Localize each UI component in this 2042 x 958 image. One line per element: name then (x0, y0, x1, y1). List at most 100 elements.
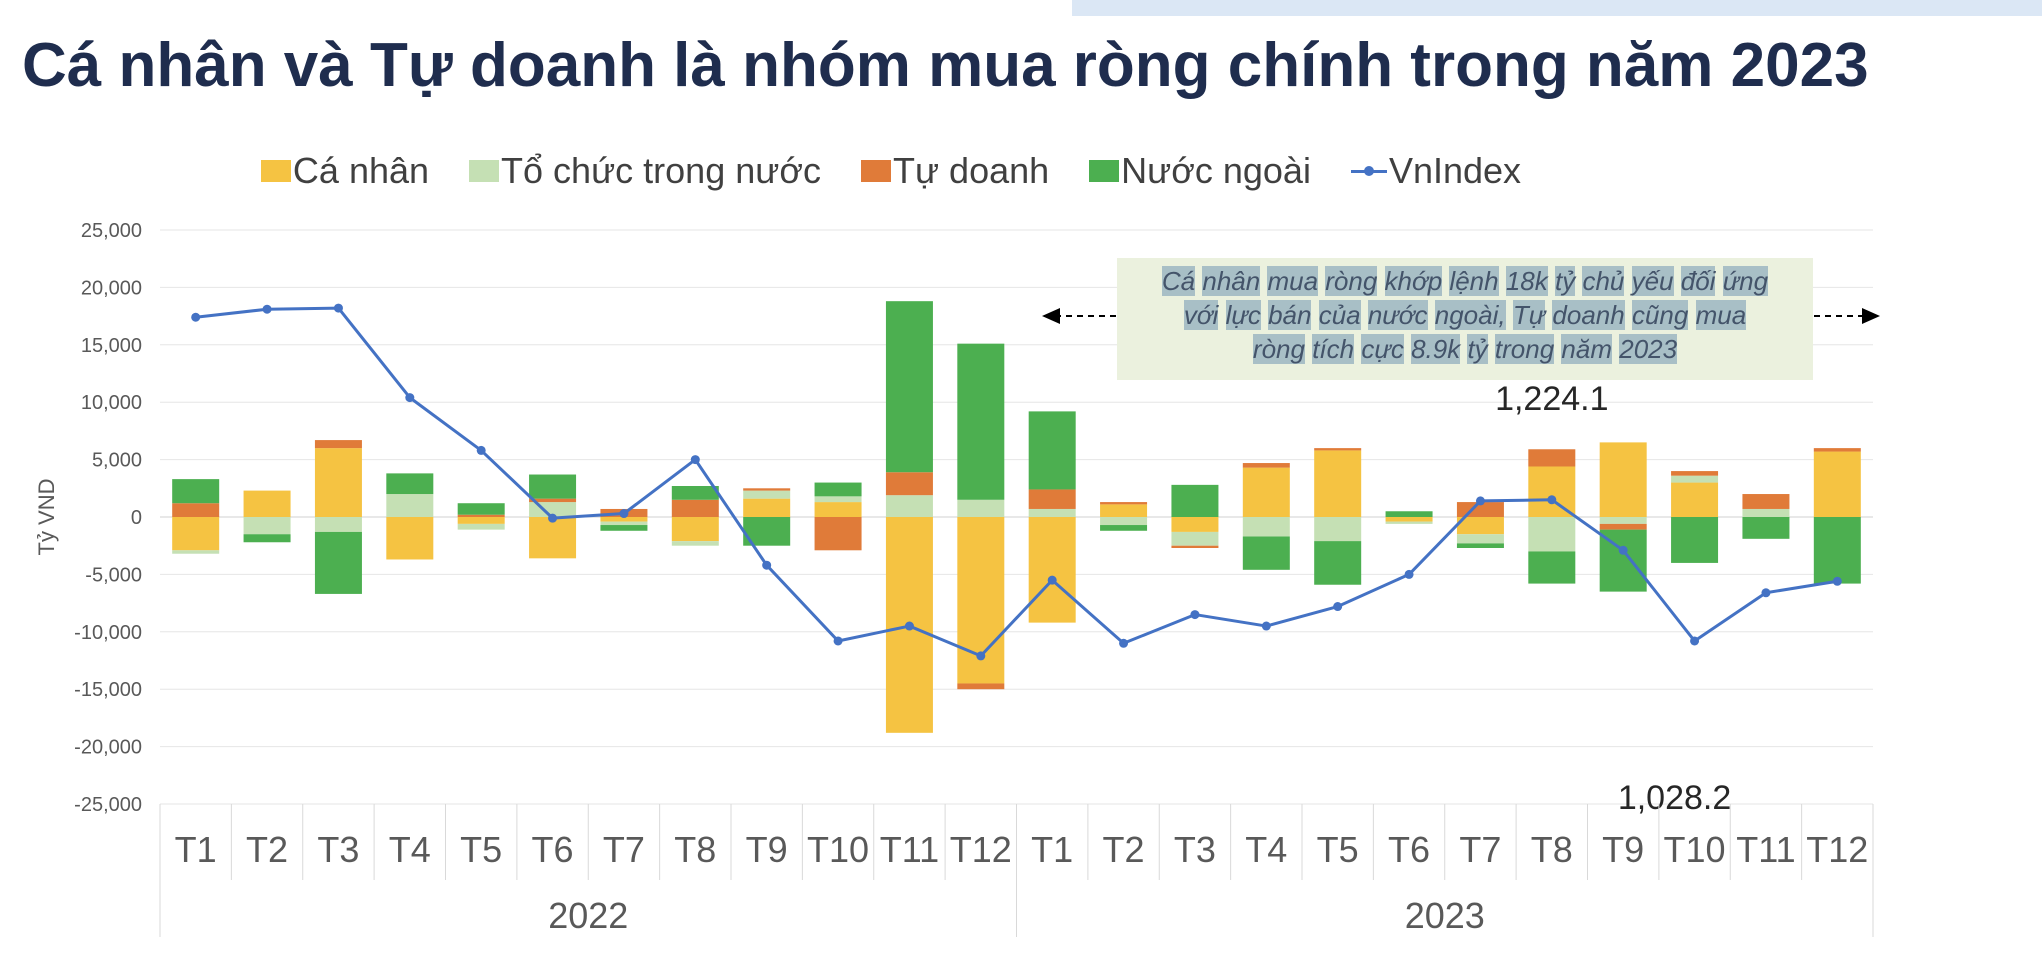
bar-segment (529, 498, 577, 503)
callout-word: nước (1367, 300, 1428, 330)
bar-segment (386, 517, 434, 560)
x-tick-label: T12 (950, 829, 1012, 870)
bar-segment (1314, 541, 1362, 585)
top-decorative-strip (1072, 0, 2042, 16)
legend-label: Nước ngoài (1121, 150, 1311, 191)
bar-segment (1599, 442, 1647, 517)
y-tick-label: 0 (131, 507, 142, 529)
bar-segment (1528, 466, 1576, 517)
vnindex-point (1832, 576, 1842, 586)
vnindex-point (405, 393, 415, 403)
x-tick-label: T1 (1031, 829, 1073, 870)
bar-segment (1385, 511, 1433, 517)
legend-label: Tổ chức trong nước (501, 150, 821, 191)
bar-segment (1314, 450, 1362, 517)
legend-swatch-vnindex (1350, 160, 1387, 182)
vnindex-line (195, 306, 1838, 658)
vnindex-point (1190, 610, 1200, 620)
callout-word: cực (1361, 334, 1404, 364)
legend-swatch-to-chuc-trong-nuoc (469, 160, 500, 182)
bar-segment (814, 496, 862, 503)
bar-segment (1314, 517, 1362, 542)
bar-segment (957, 343, 1005, 500)
y-tick-label: -25,000 (74, 794, 142, 816)
x-tick-label: T2 (1103, 829, 1145, 870)
callout-word: Tự (1512, 300, 1546, 330)
vnindex-point (619, 509, 629, 519)
bar-segment (1671, 475, 1719, 483)
callout-word: ngoài, (1434, 300, 1506, 330)
bar-segment (1813, 451, 1861, 517)
x-tick-label: T3 (317, 829, 359, 870)
x-tick-label: T4 (1245, 829, 1287, 870)
bar-segment (1813, 448, 1861, 452)
callout-word: tỷ (1554, 266, 1576, 296)
y-tick-label: 15,000 (81, 335, 142, 357)
x-tick-label: T11 (1736, 829, 1795, 870)
bar-segment (1671, 517, 1719, 563)
bar-segment (1028, 517, 1076, 623)
callout-line: với lực bán của nước ngoài, Tự doanh cũn… (1127, 298, 1803, 332)
callout-word: lực (1225, 300, 1261, 330)
x-tick-label: T5 (460, 829, 502, 870)
callout-line: ròng tích cực 8.9k tỷ trong năm 2023 (1127, 332, 1803, 366)
bar-segment (172, 479, 220, 504)
callout-word: mua (1267, 266, 1319, 296)
bar-segment (1028, 508, 1076, 517)
bar-segment (457, 523, 505, 530)
legend-swatch-tu-doanh (860, 160, 891, 182)
callout-word: mua (1695, 300, 1747, 330)
bar-segment (671, 541, 719, 546)
bar-segment (1171, 517, 1219, 532)
x-group-label: 2022 (548, 895, 628, 936)
bar-segment (1242, 536, 1290, 570)
bar-segment (600, 517, 648, 522)
bar-segment (386, 494, 434, 517)
bar-segment (885, 472, 933, 496)
bar-segment (1028, 411, 1076, 490)
bar-segment (1100, 517, 1148, 526)
x-tick-label: T9 (1602, 829, 1644, 870)
callout-word: doanh (1552, 300, 1625, 330)
bar-segment (1100, 502, 1148, 505)
bar-segment (1456, 543, 1504, 548)
vnindex-point (191, 312, 201, 322)
vnindex-point (1261, 621, 1271, 631)
bar-segment (1171, 531, 1219, 546)
bar-segment (314, 531, 362, 594)
x-tick-label: T10 (807, 829, 869, 870)
callout-word: với (1183, 300, 1219, 330)
callout-word: tỷ (1467, 334, 1488, 364)
legend-item-to-chuc-trong-nuoc: Tổ chức trong nước (469, 150, 821, 192)
vnindex-point (1475, 496, 1485, 506)
vnindex-point (1690, 636, 1700, 646)
bar-segment (172, 517, 220, 551)
callout-word: 18k (1505, 266, 1548, 296)
bar-segment (1385, 521, 1433, 524)
bar-segment (457, 514, 505, 517)
legend-item-vnindex: VnIndex (1350, 150, 1521, 192)
vnindex-point (690, 455, 700, 465)
legend-item-ca-nhan: Cá nhân (260, 150, 429, 192)
vnindex-point (476, 445, 486, 455)
callout-word: Cá (1161, 266, 1196, 296)
y-axis-label: Tỷ VND (34, 479, 59, 556)
x-tick-label: T10 (1664, 829, 1726, 870)
vnindex-point (548, 513, 558, 523)
callout-word: đối (1680, 266, 1716, 296)
bar-segment (1742, 508, 1790, 517)
bar-segment (1100, 504, 1148, 517)
bar-segment (1171, 484, 1219, 517)
x-group-label: 2023 (1405, 895, 1485, 936)
bar-segment (1242, 467, 1290, 517)
bar-segment (1314, 448, 1362, 451)
bar-segment (1599, 517, 1647, 524)
bar-segment (885, 495, 933, 517)
callout-word: ròng (1325, 266, 1378, 296)
bar-segment (1028, 489, 1076, 509)
vnindex-point (976, 651, 986, 661)
bar-segment (671, 486, 719, 500)
x-tick-label: T9 (746, 829, 788, 870)
bar-segment (814, 482, 862, 497)
legend-swatch-nuoc-ngoai (1089, 160, 1120, 182)
